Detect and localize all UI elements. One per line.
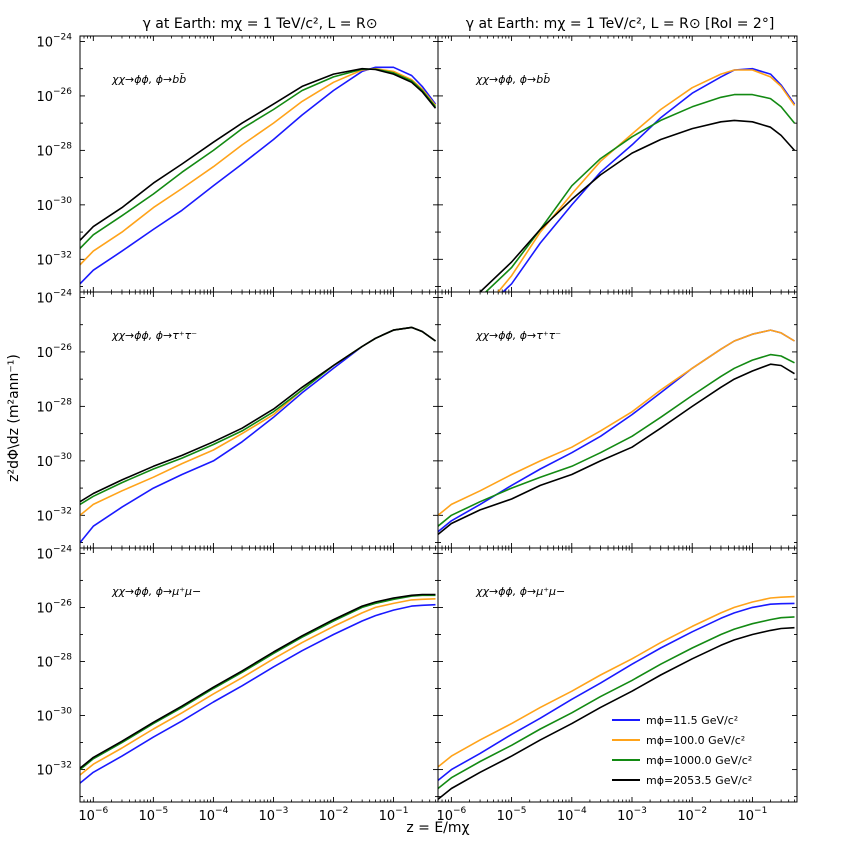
- y-tick-label: 10−24: [36, 288, 72, 306]
- legend-label-1: mϕ=11.5 GeV/c²: [646, 714, 738, 727]
- panel-tau-roi: χχ→ϕϕ, ϕ→τ⁺τ⁻: [437, 291, 798, 549]
- series-line-1: [501, 67, 796, 292]
- series-group: [80, 326, 436, 544]
- y-axis-label: z²dΦ\dz (m²ann⁻¹): [6, 354, 22, 482]
- y-tick-label: 10−24: [36, 32, 72, 50]
- y-tick-label: 10−24: [36, 544, 72, 562]
- legend-label-2: mϕ=100.0 GeV/c²: [646, 734, 745, 747]
- series-line-1: [438, 329, 795, 533]
- series-group: [80, 66, 437, 285]
- y-tick-label: 10−28: [36, 141, 72, 159]
- series-group: [438, 329, 795, 536]
- series-line-4: [80, 593, 436, 769]
- panel-mu-full: 10−24 10−26 10−28 10−30 10−32 10−6 10−5 10−4 10−…: [36, 544, 439, 824]
- x-tick-label: 10−4: [198, 806, 228, 824]
- series-line-4: [438, 363, 795, 536]
- y-tick-label: 10−28: [36, 652, 72, 670]
- y-tick-label: 10−30: [36, 707, 72, 725]
- series-line-2: [80, 67, 437, 266]
- y-tick-label: 10−30: [36, 196, 72, 214]
- y-tick-label: 10−28: [36, 397, 72, 415]
- x-tick-label: 10−5: [497, 806, 527, 824]
- x-tick-label: 10−4: [557, 806, 587, 824]
- x-tick-label: 10−2: [319, 806, 349, 824]
- series-line-1: [80, 326, 436, 544]
- legend-label-4: mϕ=2053.5 GeV/c²: [646, 774, 752, 787]
- panel-mu-roi: 10−6 10−5 10−4 10−3 10−2 10−1 χχ→ϕϕ, ϕ→μ⁺μ−: [436, 547, 798, 824]
- y-tick-label: 10−26: [36, 343, 72, 361]
- x-tick-label: 10−6: [78, 806, 108, 824]
- x-tick-label: 10−3: [259, 806, 289, 824]
- y-tick-label: 10−32: [36, 761, 72, 779]
- series-line-2: [497, 69, 796, 292]
- panel-label: χχ→ϕϕ, ϕ→τ⁺τ⁻: [111, 329, 197, 342]
- x-axis-label: z = E/mχ: [406, 820, 469, 836]
- panel-bb-roi: χχ→ϕϕ, ϕ→bb̄: [437, 35, 798, 293]
- series-line-1: [438, 602, 795, 782]
- series-line-2: [80, 598, 436, 776]
- legend-label-3: mϕ=1000.0 GeV/c²: [646, 754, 752, 767]
- y-tick-label: 10−26: [36, 87, 72, 105]
- y-tick-label: 10−30: [36, 452, 72, 470]
- x-tick-label: 10−5: [138, 806, 168, 824]
- title-right: γ at Earth: mχ = 1 TeV/c², L = R⊙ [RoI =…: [466, 16, 775, 32]
- x-tick-label: 10−1: [738, 806, 768, 824]
- series-line-2: [438, 595, 795, 768]
- panel-bb-full: 10−24 10−26 10−28 10−30 10−32 χχ→ϕϕ, ϕ→bb̄: [36, 32, 439, 293]
- panel-frame: [437, 547, 798, 803]
- series-line-3: [438, 616, 795, 790]
- series-group: [438, 595, 795, 800]
- series-line-1: [80, 603, 436, 784]
- series-group: [478, 67, 796, 292]
- series-line-1: [80, 66, 437, 285]
- series-line-4: [80, 67, 437, 241]
- x-tick-label: 10−2: [677, 806, 707, 824]
- x-tick-label: 10−3: [617, 806, 647, 824]
- panel-label: χχ→ϕϕ, ϕ→τ⁺τ⁻: [475, 329, 561, 342]
- y-tick-label: 10−32: [36, 506, 72, 524]
- panel-label: χχ→ϕϕ, ϕ→μ⁺μ−: [475, 585, 565, 598]
- series-line-4: [80, 326, 436, 503]
- x-tick-label: 10−6: [436, 806, 466, 824]
- series-line-4: [438, 626, 795, 800]
- series-line-4: [478, 119, 796, 292]
- series-line-2: [438, 329, 795, 516]
- series-line-3: [438, 353, 795, 527]
- panel-label: χχ→ϕϕ, ϕ→μ⁺μ−: [111, 585, 201, 598]
- series-line-3: [80, 594, 436, 771]
- panel-tau-full: 10−24 10−26 10−28 10−30 10−32 χχ→ϕϕ, ϕ→τ⁺τ⁻: [36, 288, 439, 549]
- series-line-3: [484, 93, 796, 292]
- series-line-3: [80, 68, 437, 249]
- panel-label: χχ→ϕϕ, ϕ→bb̄: [475, 73, 550, 86]
- y-tick-label: 10−32: [36, 250, 72, 268]
- panel-label: χχ→ϕϕ, ϕ→bb̄: [111, 73, 186, 86]
- x-tick-label: 10−1: [379, 806, 409, 824]
- y-tick-label: 10−26: [36, 598, 72, 616]
- series-line-3: [80, 326, 436, 506]
- legend: mϕ=11.5 GeV/c² mϕ=100.0 GeV/c² mϕ=1000.0 G…: [612, 714, 752, 787]
- title-left: γ at Earth: mχ = 1 TeV/c², L = R⊙: [143, 16, 378, 32]
- series-group: [80, 593, 436, 784]
